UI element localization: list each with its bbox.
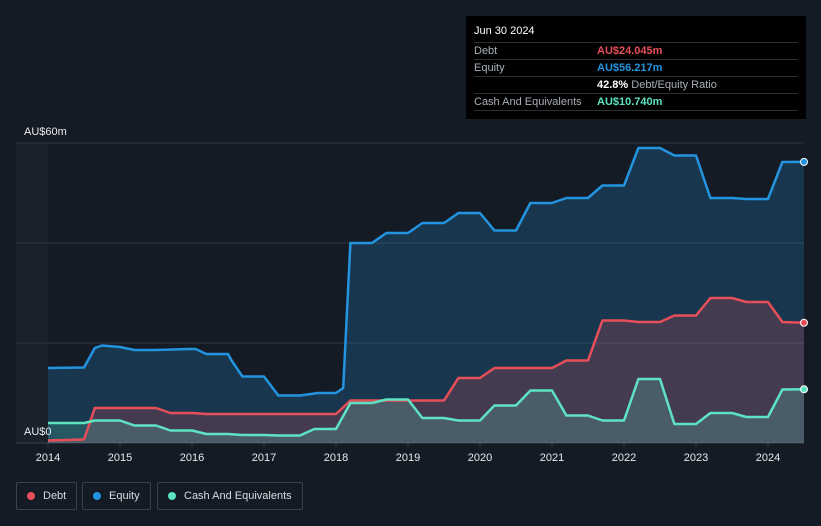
tooltip-date: Jun 30 2024 xyxy=(474,16,798,43)
area-layer xyxy=(48,148,804,443)
line-layer xyxy=(47,146,805,442)
debt-end-marker xyxy=(800,318,808,327)
x-tick-label: 2024 xyxy=(756,452,780,464)
tooltip-ratio-value: 42.8% xyxy=(597,79,629,91)
x-tick-label: 2015 xyxy=(108,452,132,464)
tooltip-debt-row: Debt AU$24.045m xyxy=(474,43,798,60)
cash-end-marker xyxy=(800,385,808,394)
equity-end-marker xyxy=(800,157,808,166)
equity-legend-dot-icon xyxy=(93,492,101,500)
tooltip-cash-value: AU$10.740m xyxy=(597,96,663,108)
legend-equity-label: Equity xyxy=(109,490,140,502)
tooltip-cash-label: Cash And Equivalents xyxy=(474,96,582,108)
debt-area xyxy=(48,298,804,443)
tooltip-cash-row: Cash And Equivalents AU$10.740m xyxy=(474,94,798,111)
tooltip-equity-row: Equity AU$56.217m xyxy=(474,60,798,77)
equity-line xyxy=(47,146,805,397)
legend-debt-button[interactable]: Debt xyxy=(16,482,78,510)
tooltip-debt-label: Debt xyxy=(474,45,498,57)
label-layer: AU$60m AU$0 2014 2015 2016 2017 2018 2019 2020 20… xyxy=(24,126,780,464)
legend-cash-button[interactable]: Cash And Equivalents xyxy=(157,482,303,510)
x-tick-label: 2020 xyxy=(468,452,492,464)
legend-debt-label: Debt xyxy=(43,490,67,502)
legend-cash-label: Cash And Equivalents xyxy=(184,490,292,502)
debt-line xyxy=(47,296,805,442)
x-tick-label: 2021 xyxy=(540,452,564,464)
cash-area xyxy=(48,379,804,443)
grid-layer xyxy=(16,142,804,447)
x-tick-label: 2016 xyxy=(180,452,204,464)
x-tick-label: 2023 xyxy=(684,452,708,464)
tooltip-debt-value: AU$24.045m xyxy=(597,45,663,57)
x-tick-label: 2017 xyxy=(252,452,276,464)
tooltip-ratio-row: 42.8% Debt/Equity Ratio xyxy=(474,77,798,94)
x-tick-label: 2019 xyxy=(396,452,420,464)
y-tick-label: AU$60m xyxy=(24,126,67,138)
cash-line xyxy=(48,377,805,437)
pre-period-shade xyxy=(16,143,48,443)
tooltip-ratio-text: Debt/Equity Ratio xyxy=(631,79,717,91)
x-tick-label: 2022 xyxy=(612,452,636,464)
tooltip-equity-label: Equity xyxy=(474,62,505,74)
tooltip-panel: Jun 30 2024 Debt AU$24.045m Equity AU$56… xyxy=(466,16,806,119)
y-tick-label: AU$0 xyxy=(24,426,52,438)
legend-equity-button[interactable]: Equity xyxy=(82,482,151,510)
cash-legend-dot-icon xyxy=(168,492,176,500)
debt-legend-dot-icon xyxy=(27,492,35,500)
marker-layer xyxy=(800,157,808,394)
x-tick-label: 2014 xyxy=(36,452,60,464)
tooltip-equity-value: AU$56.217m xyxy=(597,62,663,74)
tooltip-ratio: 42.8% Debt/Equity Ratio xyxy=(597,77,717,94)
x-tick-label: 2018 xyxy=(324,452,348,464)
